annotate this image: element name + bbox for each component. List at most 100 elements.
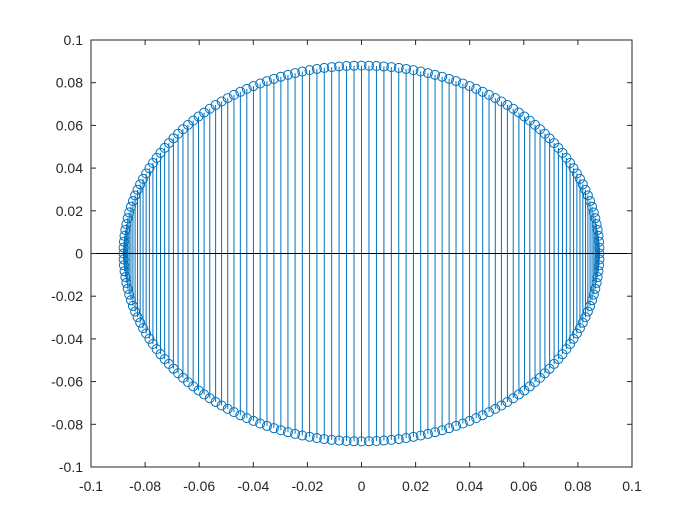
stem-marker bbox=[457, 418, 468, 429]
stem-marker bbox=[471, 83, 482, 94]
stem-marker bbox=[255, 418, 266, 429]
x-tick-label: -0.04 bbox=[237, 478, 269, 494]
stem-marker bbox=[118, 254, 129, 265]
stem-marker bbox=[349, 436, 360, 447]
x-tick-label: 0.04 bbox=[456, 478, 483, 494]
stem-marker bbox=[490, 93, 501, 104]
stem-marker bbox=[120, 224, 131, 235]
stem-marker bbox=[378, 435, 389, 446]
stem-marker bbox=[502, 100, 513, 111]
stem-marker bbox=[141, 168, 152, 179]
stem-marker bbox=[587, 295, 598, 306]
stem-marker bbox=[415, 430, 426, 441]
stem-marker bbox=[121, 219, 132, 230]
stem-marker bbox=[561, 152, 572, 163]
stem-marker bbox=[235, 86, 246, 97]
stem-marker bbox=[393, 434, 404, 445]
y-tick-label: -0.02 bbox=[51, 288, 83, 304]
stem-marker bbox=[275, 425, 286, 436]
stem-marker bbox=[151, 152, 162, 163]
stem-marker bbox=[401, 433, 412, 444]
y-tick-label: 0 bbox=[75, 246, 83, 262]
stem-marker bbox=[422, 68, 433, 79]
stem-marker bbox=[222, 93, 233, 104]
stem-marker bbox=[568, 333, 579, 344]
stem-marker bbox=[135, 179, 146, 190]
stem-marker bbox=[594, 248, 605, 259]
stem-marker bbox=[241, 413, 252, 424]
stem-marker bbox=[561, 344, 572, 355]
stem-marker bbox=[341, 436, 352, 447]
stem-marker bbox=[216, 96, 227, 107]
stem-marker bbox=[508, 393, 519, 404]
stem-marker bbox=[261, 420, 272, 431]
stem-marker bbox=[557, 349, 568, 360]
stem-marker bbox=[594, 236, 605, 247]
stem-marker bbox=[141, 328, 152, 339]
stem-marker bbox=[457, 78, 468, 89]
stem-marker bbox=[363, 436, 374, 447]
stem-marker bbox=[588, 289, 599, 300]
stem-marker bbox=[228, 89, 239, 100]
stem-marker bbox=[574, 173, 585, 184]
stem-marker bbox=[130, 306, 141, 317]
stem-marker bbox=[275, 71, 286, 82]
stem-marker bbox=[592, 224, 603, 235]
y-tick-label: -0.1 bbox=[59, 459, 83, 475]
stem-marker bbox=[471, 413, 482, 424]
stem-marker bbox=[248, 81, 259, 92]
stem-marker bbox=[138, 323, 149, 334]
y-tick-label: -0.06 bbox=[51, 374, 83, 390]
stem-marker bbox=[513, 107, 524, 118]
stem-marker bbox=[125, 201, 136, 212]
y-tick-label: -0.08 bbox=[51, 416, 83, 432]
stem-marker bbox=[592, 272, 603, 283]
stem-marker bbox=[147, 339, 158, 350]
x-tick-label: 0.02 bbox=[402, 478, 429, 494]
stem-marker bbox=[444, 73, 455, 84]
x-tick-label: -0.02 bbox=[291, 478, 323, 494]
stem-marker bbox=[144, 333, 155, 344]
stem-marker bbox=[496, 96, 507, 107]
stem-marker bbox=[422, 428, 433, 439]
stem-marker bbox=[297, 66, 308, 77]
stem-marker bbox=[122, 283, 133, 294]
x-tick-label: 0.08 bbox=[564, 478, 591, 494]
stem-marker bbox=[255, 78, 266, 89]
stem-marker bbox=[484, 89, 495, 100]
stem-marker bbox=[451, 76, 462, 87]
stem-marker bbox=[588, 207, 599, 218]
stem-marker bbox=[124, 289, 135, 300]
stem-marker bbox=[386, 62, 397, 73]
stem-marker bbox=[304, 65, 315, 76]
stem-marker bbox=[144, 163, 155, 174]
stem-marker bbox=[582, 306, 593, 317]
y-tick-label: 0.08 bbox=[56, 75, 83, 91]
stem-marker bbox=[132, 312, 143, 323]
stem-marker bbox=[371, 60, 382, 71]
stem-marker bbox=[430, 69, 441, 80]
stem-marker bbox=[386, 434, 397, 445]
stem-marker bbox=[593, 230, 604, 241]
stem-marker bbox=[132, 184, 143, 195]
stem-marker bbox=[593, 266, 604, 277]
x-tick-label: -0.06 bbox=[183, 478, 215, 494]
stem-marker bbox=[147, 157, 158, 168]
stem-marker bbox=[151, 344, 162, 355]
stem-marker bbox=[464, 415, 475, 426]
y-axis-ticks: -0.1 -0.08 -0.06 -0.04 -0.02 0 0.02 0.04 0.06 0.0… bbox=[51, 32, 632, 475]
stem-lines bbox=[123, 65, 600, 442]
x-axis-ticks: -0.1 -0.08 -0.06 -0.04 -0.02 0 0.02 0.04 0.06 0.0… bbox=[79, 40, 642, 494]
stem-marker bbox=[290, 428, 301, 439]
stem-marker bbox=[401, 63, 412, 74]
stem-marker bbox=[591, 219, 602, 230]
stem-marker bbox=[590, 283, 601, 294]
stem-marker bbox=[477, 86, 488, 97]
stem-marker bbox=[415, 66, 426, 77]
stem-marker bbox=[490, 403, 501, 414]
x-tick-label: 0.06 bbox=[510, 478, 537, 494]
stem-marker bbox=[565, 157, 576, 168]
stem-marker bbox=[437, 71, 448, 82]
stem-marker bbox=[334, 61, 345, 72]
stem-marker bbox=[228, 407, 239, 418]
